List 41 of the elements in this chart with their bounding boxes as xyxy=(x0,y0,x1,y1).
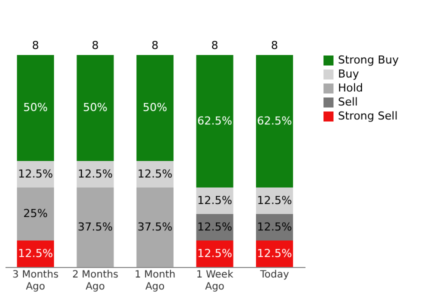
data-label: 12.5% xyxy=(257,194,292,207)
legend-label: Strong Buy xyxy=(338,54,400,66)
annotation: 8 xyxy=(211,39,218,52)
data-label: 50% xyxy=(23,101,48,114)
annotation: 8 xyxy=(152,39,158,52)
data-label: 12.5% xyxy=(138,167,172,180)
data-label: 62.5% xyxy=(197,114,232,128)
data-label: 50% xyxy=(142,101,168,114)
bar xyxy=(256,55,294,188)
bar xyxy=(76,188,114,267)
annotation: 8 xyxy=(271,39,278,52)
data-label: 12.5% xyxy=(18,167,53,180)
x-tick-label: Today xyxy=(259,270,290,280)
bar xyxy=(136,55,174,161)
data-label: 12.5% xyxy=(197,246,232,260)
bar xyxy=(136,188,174,267)
data-label: 25% xyxy=(23,207,48,220)
x-tick-label: 2 Months Ago xyxy=(72,270,118,292)
x-tick-label: 1 Month Ago xyxy=(134,270,176,292)
data-label: 12.5% xyxy=(78,167,113,180)
data-label: 50% xyxy=(83,101,108,114)
data-label: 37.5% xyxy=(78,220,113,234)
legend-label: Sell xyxy=(338,96,358,108)
bar xyxy=(196,55,234,188)
annotation: 8 xyxy=(92,39,99,52)
data-label: 62.5% xyxy=(257,114,292,128)
legend-label: Buy xyxy=(338,68,360,80)
data-label: 12.5% xyxy=(197,194,232,207)
legend-label: Strong Sell xyxy=(338,110,398,122)
data-label: 12.5% xyxy=(197,220,232,234)
legend-label: Hold xyxy=(338,82,364,94)
bar xyxy=(16,188,54,240)
data-label: 12.5% xyxy=(18,246,53,260)
data-label: 37.5% xyxy=(138,220,172,234)
x-tick-label: 3 Months Ago xyxy=(12,270,59,292)
bar xyxy=(76,55,114,161)
x-tick-label: 1 Week Ago xyxy=(196,270,234,292)
annotation: 8 xyxy=(32,39,39,52)
data-label: 12.5% xyxy=(257,246,292,260)
data-label: 12.5% xyxy=(257,220,292,234)
bar xyxy=(16,55,54,161)
